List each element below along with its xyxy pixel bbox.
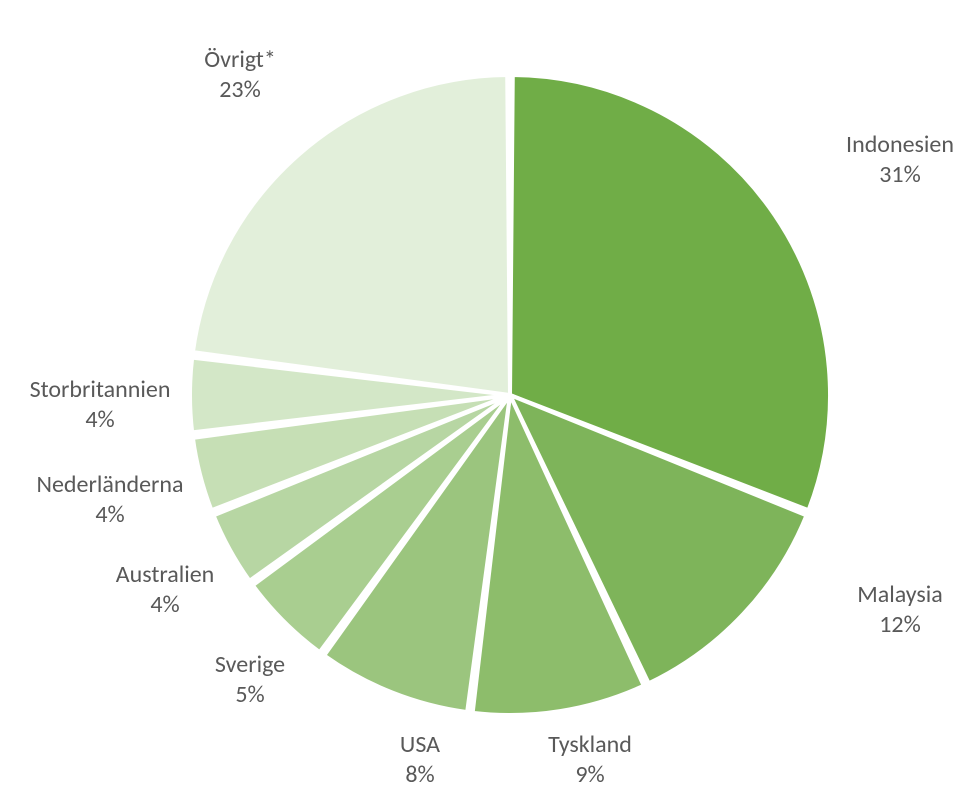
pie-chart-svg (0, 0, 972, 794)
pie-chart: Indonesien 31%Malaysia 12%Tyskland 9%USA… (0, 0, 972, 794)
pie-slice (193, 75, 510, 395)
